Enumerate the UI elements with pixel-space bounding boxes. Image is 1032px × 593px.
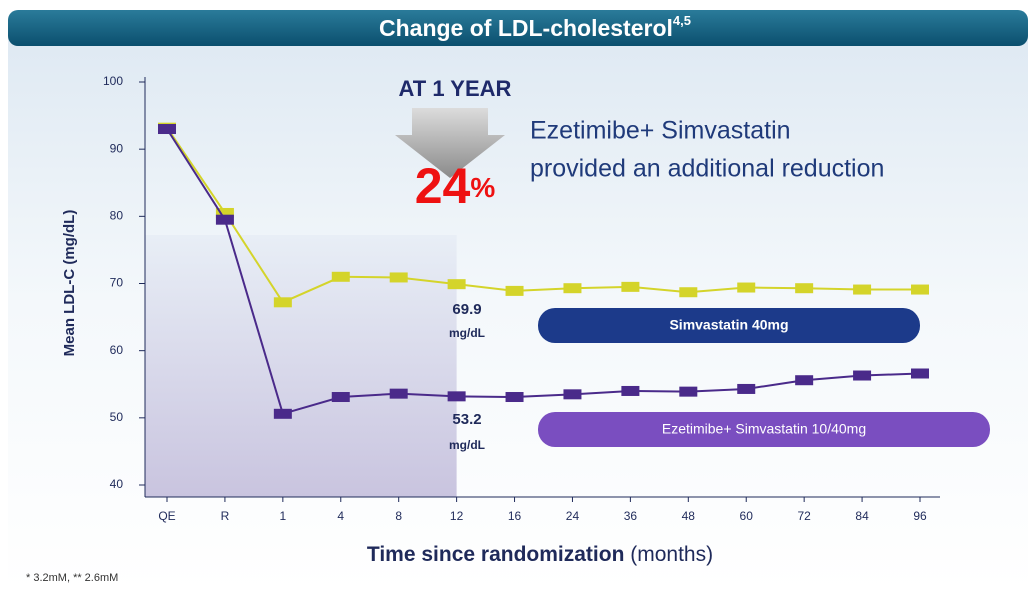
title: Change of LDL-cholesterol4,5 <box>379 13 691 41</box>
y-tick-label: 40 <box>110 477 124 491</box>
data-point <box>215 214 234 225</box>
x-tick-label: 48 <box>682 509 696 523</box>
reduction-unit: % <box>470 172 495 203</box>
x-tick-label: R <box>221 509 230 523</box>
x-tick-label: 16 <box>508 509 522 523</box>
data-point <box>737 383 756 394</box>
legend-label: Ezetimibe+ Simvastatin 10/40mg <box>662 421 866 437</box>
data-point <box>447 391 466 402</box>
data-point <box>389 388 408 399</box>
footnote: * 3.2mM, ** 2.6mM <box>26 572 118 584</box>
value-callout: 53.2 <box>452 411 481 428</box>
x-tick-label: 96 <box>913 509 927 523</box>
message-line: provided an additional reduction <box>530 155 884 183</box>
data-point <box>795 283 814 294</box>
one-year-shade <box>145 235 457 497</box>
data-point <box>563 389 582 400</box>
x-tick-label: 24 <box>566 509 580 523</box>
legend-label: Simvastatin 40mg <box>669 317 788 333</box>
x-tick-label: QE <box>158 509 175 523</box>
y-tick-label: 100 <box>103 74 123 88</box>
y-tick-label: 50 <box>110 410 124 424</box>
x-tick-label: 12 <box>450 509 464 523</box>
legend-badge <box>538 412 990 447</box>
x-tick-label: 72 <box>797 509 811 523</box>
data-point <box>737 282 756 293</box>
value-callout: 69.9 <box>452 301 481 318</box>
x-tick-label: 1 <box>280 509 287 523</box>
unit-callout: mg/dL <box>449 438 485 452</box>
period-label: AT 1 YEAR <box>399 76 512 101</box>
title-superscript: 4,5 <box>673 13 691 28</box>
reduction-number: 24 <box>415 158 471 214</box>
series-line <box>166 128 921 416</box>
title-bar <box>8 10 1028 46</box>
x-tick-label: 8 <box>395 509 402 523</box>
data-point <box>563 283 582 294</box>
data-point <box>273 408 292 419</box>
y-tick-label: 80 <box>110 209 124 223</box>
data-point <box>621 385 640 396</box>
unit-callout: mg/dL <box>449 326 485 340</box>
title-text: Change of LDL-cholesterol <box>379 15 673 41</box>
data-point <box>158 124 176 135</box>
legend-badge <box>538 308 920 343</box>
data-point <box>911 284 929 295</box>
data-point <box>273 297 292 308</box>
series-line <box>166 127 920 304</box>
data-point <box>505 285 524 296</box>
down-arrow <box>395 108 505 178</box>
message-line: Ezetimibe+ Simvastatin <box>530 117 791 145</box>
data-point <box>331 271 350 282</box>
data-point <box>389 272 408 283</box>
x-axis-title-unit: (months) <box>630 543 713 566</box>
data-point <box>853 370 872 381</box>
x-axis-title: Time since randomization (months) <box>367 543 713 566</box>
data-point <box>911 368 929 379</box>
data-point <box>621 281 640 292</box>
data-point <box>679 386 698 397</box>
data-point <box>215 207 234 218</box>
y-axis-title: Mean LDL-C (mg/dL) <box>61 210 78 357</box>
x-tick-label: 84 <box>855 509 869 523</box>
y-tick-label: 60 <box>110 343 124 357</box>
reduction-label: 24% <box>415 158 496 214</box>
x-tick-label: 60 <box>740 509 754 523</box>
data-point <box>447 279 466 290</box>
data-point <box>795 375 814 386</box>
x-tick-label: 4 <box>337 509 344 523</box>
data-point <box>679 287 698 298</box>
y-tick-label: 90 <box>110 141 124 155</box>
data-point <box>331 392 350 403</box>
data-point <box>853 284 872 295</box>
data-point <box>505 392 524 403</box>
x-tick-label: 36 <box>624 509 638 523</box>
y-tick-label: 70 <box>110 276 124 290</box>
x-axis-title-main: Time since randomization <box>367 543 625 566</box>
